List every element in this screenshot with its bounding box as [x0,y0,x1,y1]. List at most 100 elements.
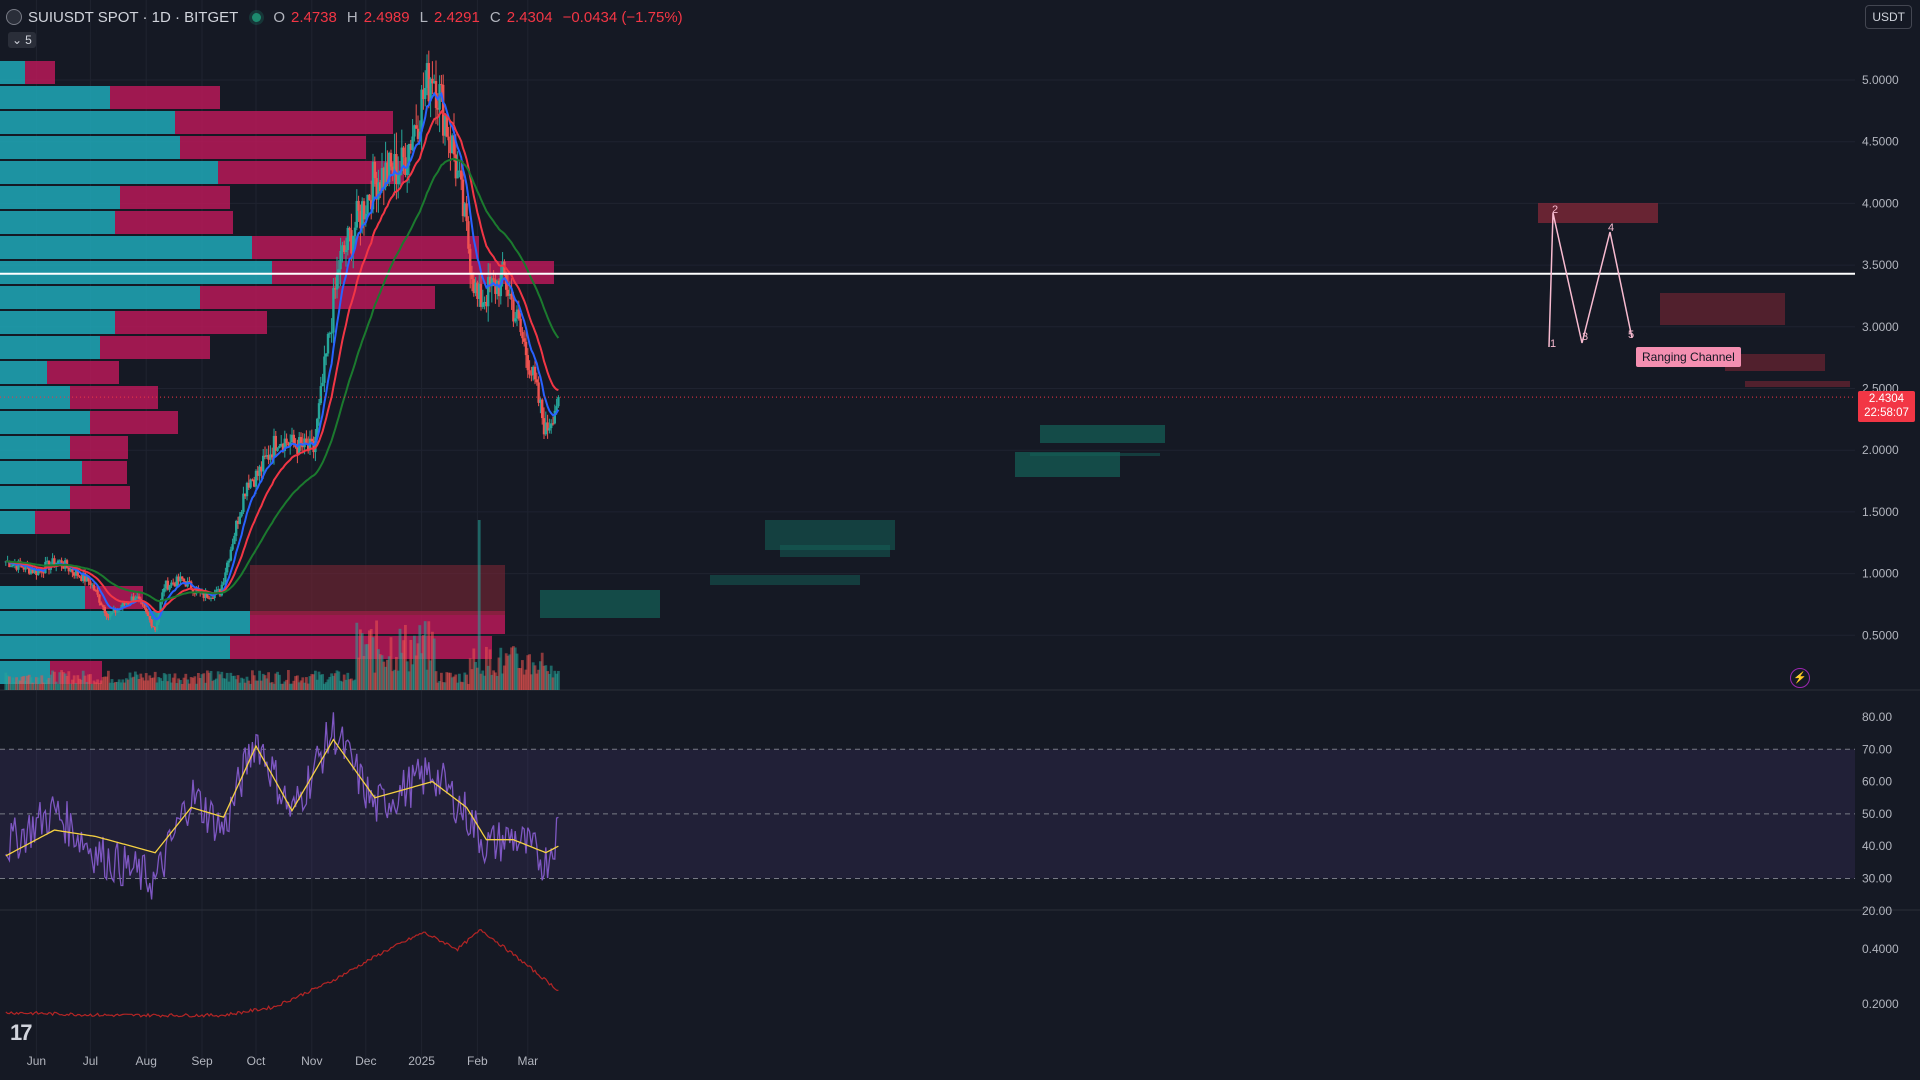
candle-body [362,201,366,220]
time-axis-label: 2025 [408,1054,435,1068]
volume-bar [335,670,339,690]
volume-bar [542,665,546,690]
candle-body [402,147,405,158]
volume-bar [369,629,373,690]
candle-body [532,366,535,375]
wave-label: 4 [1608,222,1614,234]
indicators-toggle-button[interactable]: ⌄ 5 [8,32,36,48]
candle-body [452,135,456,155]
volume-profile-down-bar [110,86,220,109]
volume-bar [339,680,342,690]
volume-bar [202,673,206,690]
zone-box [540,590,660,618]
volume-profile-up-bar [0,436,70,459]
candle-body [233,535,236,545]
candle-body [384,162,387,188]
volume-bar [499,647,503,690]
candle-body [191,589,195,594]
candle-body [265,455,268,457]
candle-body [350,230,353,254]
candle-body [424,87,427,100]
volume-bar [368,630,371,690]
volume-bar [324,682,328,690]
candle-body [440,84,443,86]
candle-body [217,589,220,591]
volume-bar [468,658,472,690]
volume-bar [198,677,202,690]
candle-body [483,302,486,304]
volume-bar [517,667,521,690]
volume-bar [467,683,470,690]
volume-bar [141,677,144,690]
volume-bar [67,671,71,690]
volume-bar [168,673,171,690]
candle-body [247,482,250,488]
candle-body [544,422,547,435]
candle-body [380,168,384,192]
candle-body [17,560,20,570]
candle-body [535,379,538,383]
symbol-title[interactable]: SUIUSDT SPOT · 1D · BITGET [28,8,239,26]
volume-bar [40,675,44,690]
volume-profile-down-bar [70,436,128,459]
ranging-channel-label[interactable]: Ranging Channel [1636,347,1741,367]
volume-bar [321,674,324,690]
candle-body [406,165,409,176]
candle-body [542,418,546,435]
candle-body [307,444,310,450]
volume-bar [148,675,152,690]
candle-body [451,135,454,154]
zone-box [1538,203,1658,223]
volume-bar [153,671,157,690]
volume-bar [486,665,490,690]
currency-button[interactable]: USDT [1865,5,1912,29]
candle-body [506,289,510,296]
candle-body [470,272,474,280]
candle-body [114,609,117,613]
candle-body [359,210,362,229]
tradingview-logo-icon[interactable]: 17 [10,1020,33,1045]
volume-bar [8,676,11,690]
candle-body [429,78,432,102]
volume-bar [215,678,218,690]
candle-body [386,162,389,183]
volume-profile-down-bar [25,61,55,84]
volume-bar [36,677,40,690]
candle-body [244,493,247,497]
candle-body [292,434,295,444]
volume-bar [488,649,492,690]
candle-body [335,272,339,290]
volume-bar [409,639,413,690]
candle-body [400,147,403,172]
volume-bar [218,674,222,690]
volume-bar [476,667,479,690]
volume-bar [107,670,110,690]
candle-body [56,560,60,564]
candle-body [92,584,96,591]
wave-path[interactable] [1548,212,1633,348]
volume-bar [296,675,299,690]
volume-bar [350,678,353,690]
candle-body [366,194,369,214]
candle-body [553,410,556,424]
candle-body [299,437,303,443]
flash-icon[interactable]: ⚡ [1790,668,1810,688]
volume-profile-up-bar [0,286,200,309]
volume-bar [150,677,153,690]
candle-body [389,152,393,167]
candle-body [425,63,429,88]
volume-profile-up-bar [0,211,115,234]
volume-bar [299,680,303,690]
candle-body [107,616,110,618]
candle-body [317,403,321,419]
volume-bar [402,640,405,690]
volume-bar [288,683,292,690]
volume-bar [420,653,423,690]
volume-profile-down-bar [50,661,102,684]
last-price-badge: 2.4304 22:58:07 [1858,391,1915,422]
volume-bar [303,682,306,690]
volume-bar [411,664,414,690]
candle-body [521,332,524,339]
candle-body [251,479,254,481]
